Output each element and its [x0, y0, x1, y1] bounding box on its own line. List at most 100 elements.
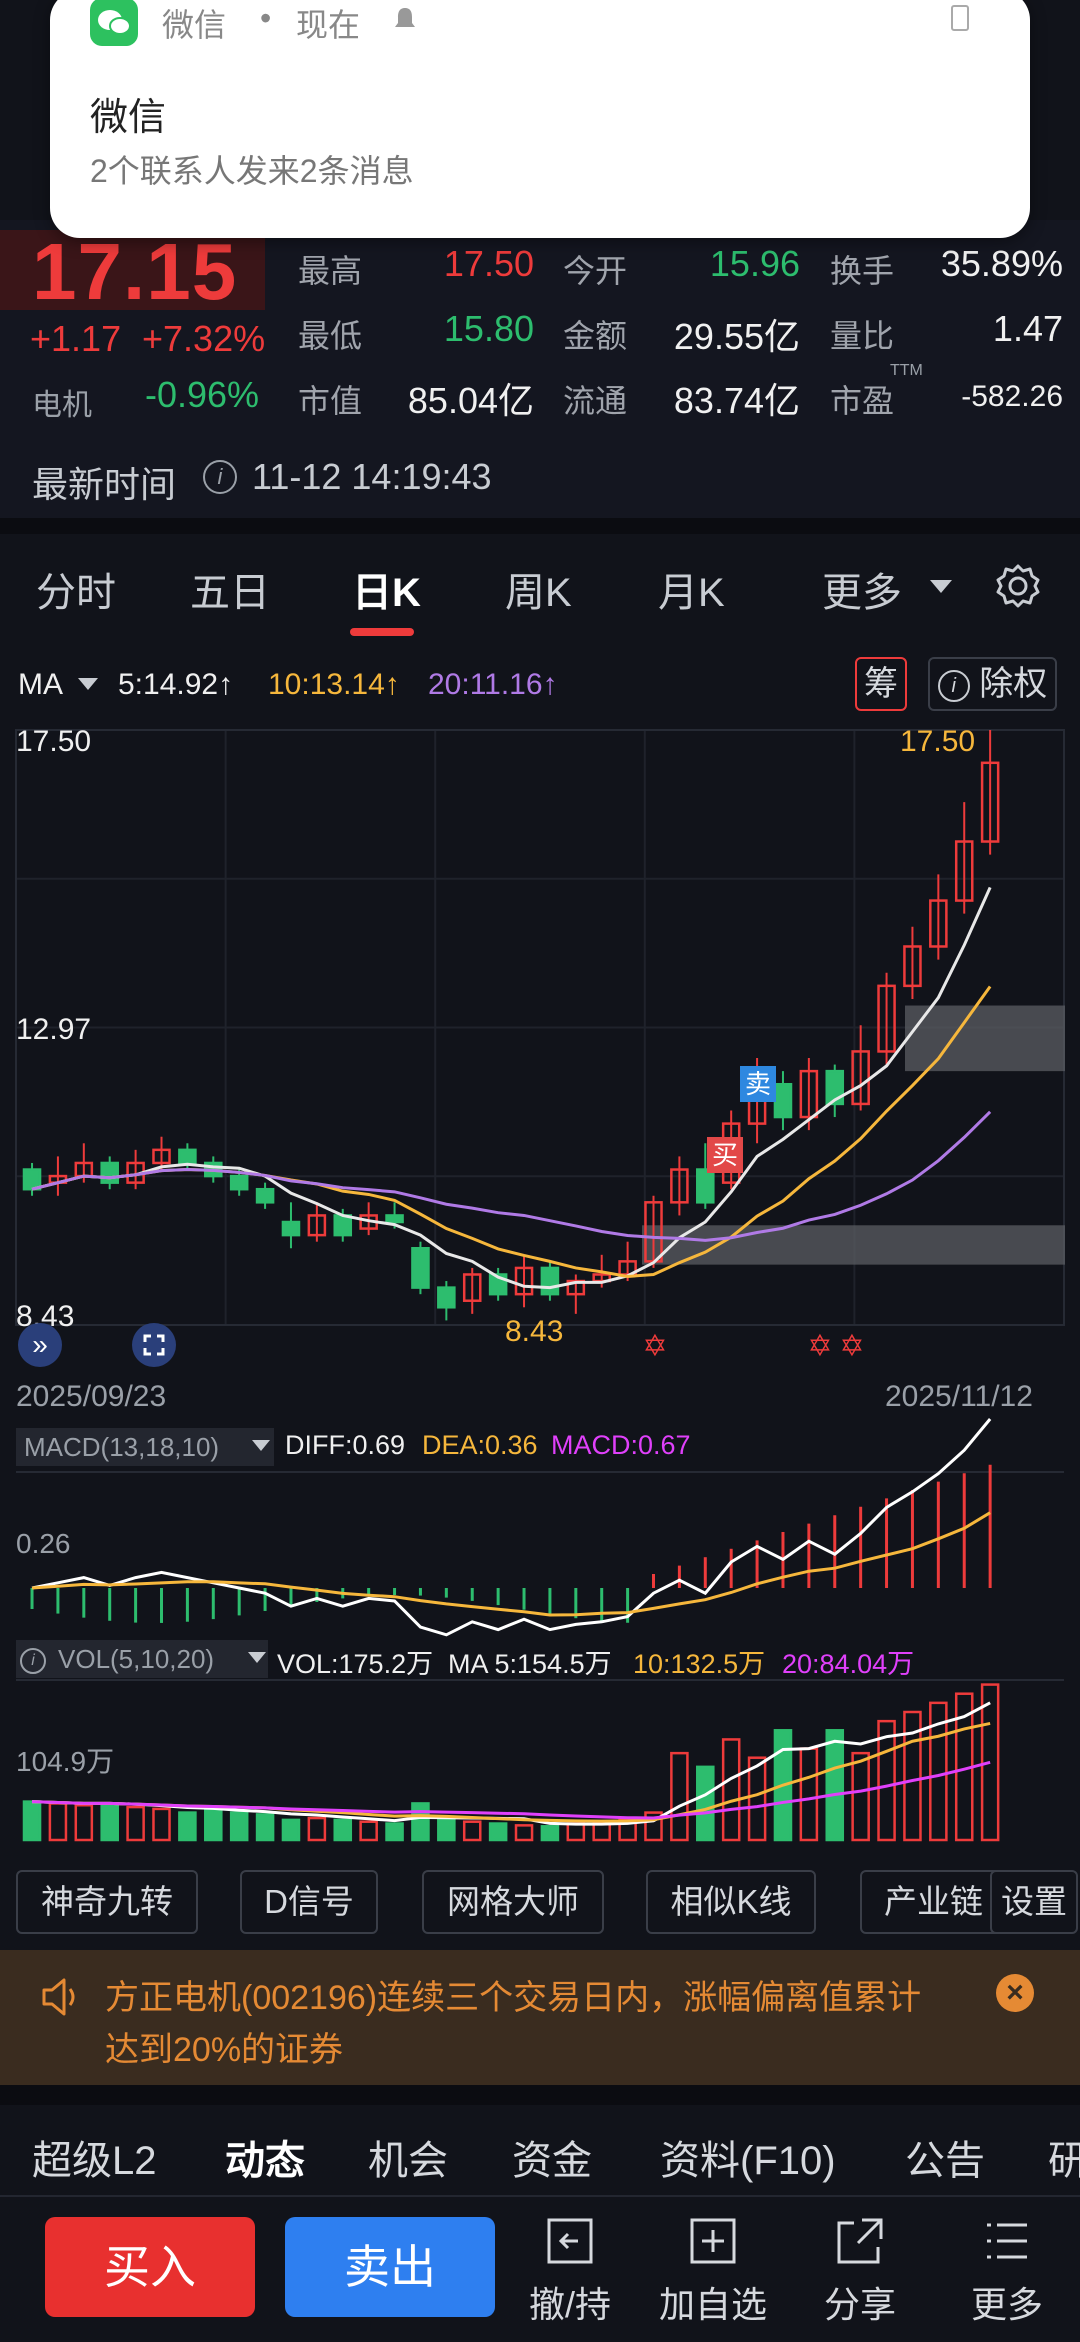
cancel-hold-button[interactable]: 撤/持: [510, 2215, 630, 2328]
bell-icon: [395, 8, 415, 29]
more-button[interactable]: 更多: [947, 2215, 1067, 2328]
fullscreen-icon[interactable]: [132, 1323, 176, 1367]
tab-daily-k[interactable]: 日K: [352, 571, 421, 615]
subnav-news[interactable]: 动态: [225, 2139, 305, 2183]
risk-notice[interactable]: 方正电机(002196)连续三个交易日内，涨幅偏离值累计 达到20%的证券 ×: [0, 1950, 1080, 2085]
sector-label[interactable]: 电机: [32, 389, 92, 422]
adjust-button[interactable]: i 除权: [928, 657, 1057, 711]
ma5-line: [31, 886, 992, 1290]
ma20-value: 20:11.16↑: [428, 668, 558, 701]
volume-bar: [644, 1811, 663, 1842]
volume-bar: [825, 1729, 845, 1842]
amount-value: 29.55亿: [673, 316, 800, 357]
subnav-announcements[interactable]: 公告: [905, 2139, 985, 2183]
volume-bar: [696, 1765, 715, 1842]
share-icon: [837, 2218, 883, 2264]
candle-body: [980, 761, 1000, 843]
info-icon[interactable]: i: [203, 460, 237, 494]
candle-body: [954, 840, 974, 902]
gear-icon[interactable]: [995, 563, 1041, 609]
volume-bar: [670, 1751, 689, 1842]
tab-more[interactable]: 更多: [822, 571, 902, 615]
macd-tick: 0.26: [16, 1528, 71, 1559]
volume-bar: [980, 1683, 1000, 1842]
candle-body: [462, 1273, 482, 1302]
pe-value: -582.26: [961, 380, 1063, 413]
tool-similar-k[interactable]: 相似K线: [646, 1870, 816, 1934]
candle-body: [773, 1082, 793, 1119]
share-button[interactable]: 分享: [800, 2215, 920, 2328]
candle-body: [100, 1161, 119, 1184]
wechat-notification[interactable]: 微信 • 现在 微信 2个联系人发来2条消息: [50, 0, 1030, 238]
kline-chart[interactable]: ✡ ✡ ✡: [0, 720, 1080, 1850]
divider: [0, 518, 1080, 534]
candle-body: [696, 1168, 715, 1204]
tool-magic-nine[interactable]: 神奇九转: [16, 1870, 198, 1934]
chevron-down-icon[interactable]: [930, 580, 952, 593]
expand-left-icon[interactable]: »: [18, 1323, 62, 1367]
pe-label: 市盈: [830, 383, 895, 419]
ma-selector[interactable]: MA: [18, 668, 63, 701]
candle-body: [799, 1069, 819, 1119]
macd-label: MACD(13,18,10): [24, 1432, 220, 1462]
candle-body: [178, 1148, 197, 1165]
volratio-label: 量比: [830, 318, 895, 354]
vol-tick: 104.9万: [16, 1746, 115, 1777]
sell-signal-badge[interactable]: 卖: [740, 1066, 776, 1102]
tab-intraday[interactable]: 分时: [36, 571, 116, 615]
diff-line: [31, 1418, 992, 1637]
candle-body: [903, 945, 922, 988]
low-value: 15.80: [443, 308, 534, 349]
tab-five-day[interactable]: 五日: [190, 571, 270, 615]
subnav-funds[interactable]: 资金: [512, 2139, 592, 2183]
vol-selector[interactable]: i VOL(5,10,20): [16, 1640, 268, 1678]
candle-body: [929, 899, 948, 948]
end-date: 2025/11/12: [885, 1380, 1033, 1413]
candle-body: [825, 1069, 845, 1106]
amount-label: 金额: [563, 318, 628, 354]
macd-selector[interactable]: MACD(13,18,10): [16, 1428, 274, 1466]
candle-body: [437, 1286, 456, 1309]
close-icon[interactable]: ×: [996, 1974, 1034, 2012]
chip-distribution-button[interactable]: 筹: [855, 657, 907, 711]
adjust-label: 除权: [979, 665, 1048, 703]
candle-body: [255, 1187, 275, 1204]
add-watchlist-label: 加自选: [658, 2284, 767, 2325]
subnav-f10[interactable]: 资料(F10): [660, 2139, 836, 2183]
add-watchlist-button[interactable]: 加自选: [653, 2215, 773, 2328]
subnav-opportunity[interactable]: 机会: [368, 2139, 448, 2183]
tool-d-signal[interactable]: D信号: [240, 1870, 378, 1934]
buy-button[interactable]: 买入: [45, 2217, 255, 2317]
turnover-label: 换手: [830, 253, 895, 289]
sell-button[interactable]: 卖出: [285, 2217, 495, 2317]
start-date: 2025/09/23: [16, 1380, 167, 1413]
ma10-value: 10:13.14↑: [268, 668, 400, 701]
tool-grid-master[interactable]: 网格大师: [422, 1870, 604, 1934]
notification-title: 微信: [90, 97, 167, 139]
active-tab-indicator: [350, 628, 414, 636]
volume-bar: [229, 1811, 249, 1842]
turnover-value: 35.89%: [940, 243, 1063, 284]
volume-bar: [385, 1822, 404, 1842]
volume-bar: [152, 1807, 171, 1842]
subnav-research[interactable]: 研: [1048, 2139, 1080, 2183]
volume-bar: [462, 1820, 482, 1842]
ma20-line: [31, 1110, 992, 1242]
tab-monthly-k[interactable]: 月K: [658, 571, 725, 615]
subnav-level2[interactable]: 超级L2: [32, 2139, 157, 2183]
speaker-icon: [42, 1978, 75, 2016]
candle-body: [385, 1214, 404, 1224]
vol-ma10: 10:132.5万: [633, 1649, 766, 1679]
notification-separator: •: [260, 0, 272, 36]
volume-bar: [566, 1822, 586, 1842]
buy-signal-badge[interactable]: 买: [707, 1137, 743, 1173]
volume-bar: [359, 1820, 378, 1842]
candle-body: [877, 984, 896, 1053]
tool-industry-chain[interactable]: 产业链: [860, 1870, 1002, 1934]
tool-settings[interactable]: 设置: [990, 1870, 1078, 1934]
update-time-value: 11-12 14:19:43: [252, 456, 492, 497]
tab-weekly-k[interactable]: 周K: [505, 571, 572, 615]
y-tick-mid: 12.97: [16, 1013, 92, 1046]
ma-dropdown-icon[interactable]: [78, 678, 98, 690]
volume-bar: [255, 1813, 275, 1842]
